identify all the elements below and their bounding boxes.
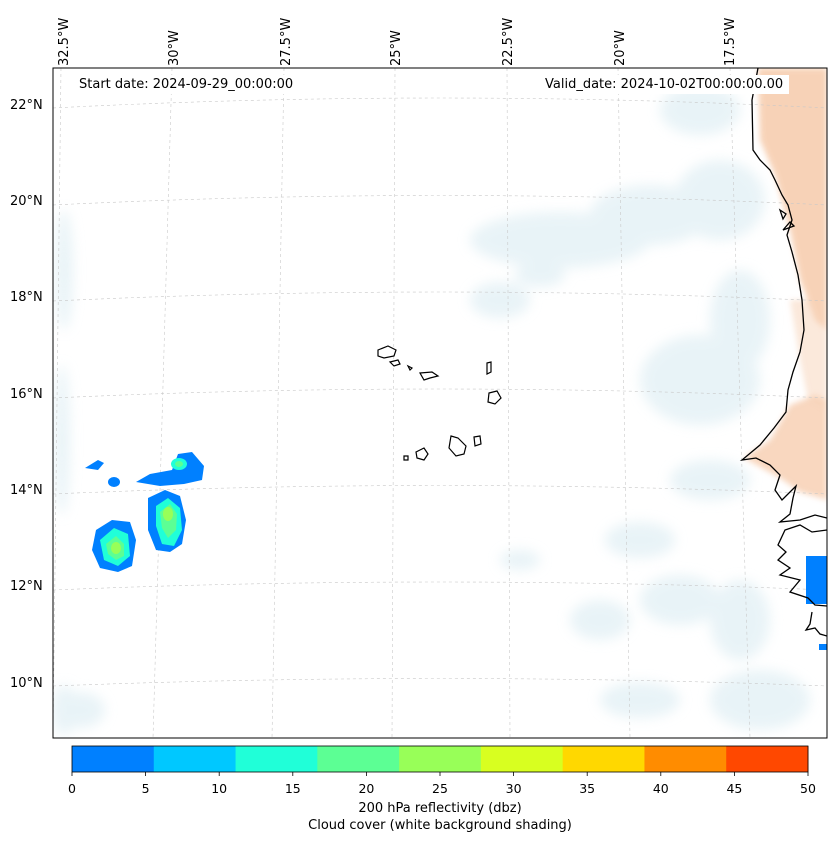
colorbar-segment (480, 746, 564, 772)
lat-label: 18°N (10, 290, 43, 305)
colorbar-tick-label: 25 (432, 781, 448, 796)
colorbar-tick-label: 50 (800, 781, 816, 796)
colorbar-label: 200 hPa reflectivity (dbz) (358, 801, 522, 816)
colorbar-sublabel: Cloud cover (white background shading) (308, 818, 572, 833)
colorbar-tick-label: 10 (211, 781, 228, 796)
colorbar-tick-label: 15 (284, 781, 301, 796)
lat-label: 20°N (10, 194, 43, 209)
colorbar-tick-label: 40 (652, 781, 669, 796)
colorbar-tick-label: 5 (141, 781, 150, 796)
colorbar-segment (399, 746, 482, 772)
colorbar-segment (562, 746, 645, 772)
lat-label: 16°N (10, 387, 43, 402)
colorbar-segment (235, 746, 318, 772)
africa-coastline (739, 68, 827, 637)
map-frame (52, 67, 828, 739)
graticule (53, 68, 827, 738)
cloud-cover-shading (53, 85, 810, 735)
reflectivity-cells-peak (111, 507, 173, 554)
lat-label: 22°N (10, 98, 43, 113)
colorbar-tick-label: 45 (726, 781, 743, 796)
lat-label: 10°N (10, 676, 43, 691)
lat-label: 12°N (10, 579, 43, 594)
colorbar-tick-label: 30 (505, 781, 522, 796)
lat-label: 14°N (10, 483, 43, 498)
start-date-label: Start date: 2024-09-29_00:00:00 (73, 75, 300, 94)
colorbar-segment (153, 746, 237, 772)
cape-verde-islands (377, 345, 502, 461)
land-temperature-shading (744, 68, 827, 500)
colorbar-tick-label: 20 (358, 781, 375, 796)
colorbar (71, 745, 809, 776)
colorbar-tick-label: 35 (579, 781, 596, 796)
valid-date-label: Valid_date: 2024-10-02T00:00:00.00 (539, 75, 790, 94)
colorbar-tick-label: 0 (68, 781, 76, 796)
colorbar-segment (726, 746, 809, 772)
colorbar-segment (72, 746, 155, 772)
colorbar-segment (644, 746, 727, 772)
colorbar-segment (317, 746, 400, 772)
